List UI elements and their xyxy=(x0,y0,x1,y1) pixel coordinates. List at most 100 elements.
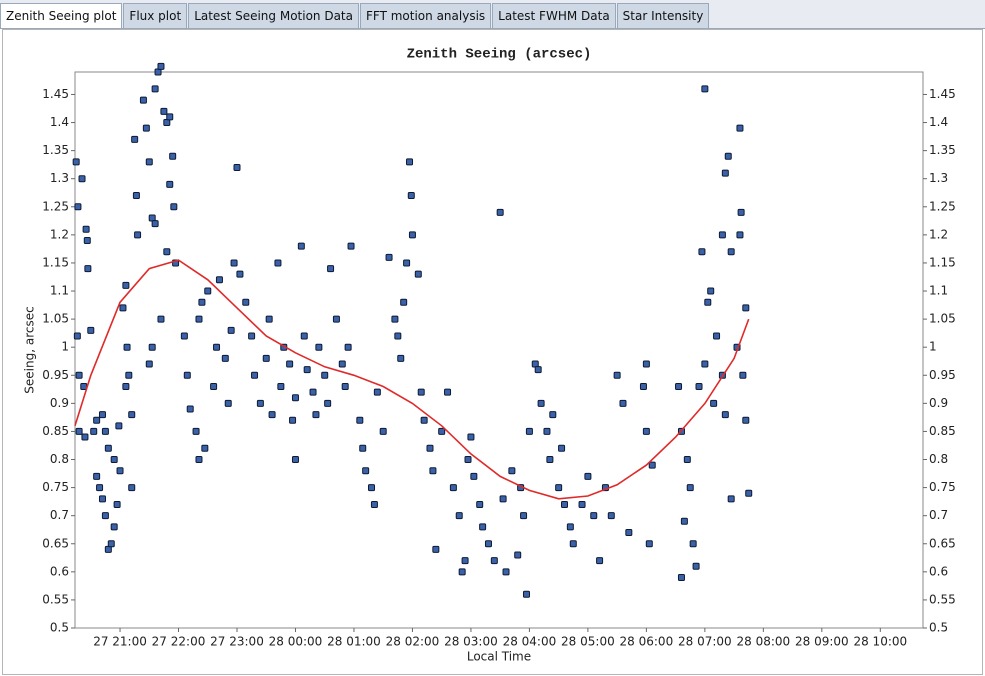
data-point xyxy=(101,427,109,435)
y-tick-label: 0.8 xyxy=(50,452,69,466)
data-point xyxy=(619,399,627,407)
y-tick-label: 0.95 xyxy=(42,368,69,382)
y-tick-label: 1 xyxy=(61,340,69,354)
x-tick-label: 28 01:00 xyxy=(327,635,381,649)
data-point xyxy=(134,231,142,239)
data-point xyxy=(347,242,355,250)
data-point xyxy=(429,467,437,475)
data-point xyxy=(160,107,168,115)
data-point xyxy=(180,332,188,340)
tab[interactable]: Zenith Seeing plot xyxy=(0,3,123,28)
data-point xyxy=(724,152,732,160)
data-point xyxy=(201,444,209,452)
data-point xyxy=(695,383,703,391)
data-point xyxy=(166,113,174,121)
tab[interactable]: Star Intensity xyxy=(616,3,710,28)
data-point xyxy=(154,68,162,76)
data-point xyxy=(476,500,484,508)
data-point xyxy=(303,366,311,374)
data-point xyxy=(569,540,577,548)
data-point xyxy=(116,467,124,475)
data-point xyxy=(578,500,586,508)
x-tick-label: 28 09:00 xyxy=(795,635,849,649)
y-tick-label: 0.6 xyxy=(50,564,69,578)
data-point xyxy=(341,383,349,391)
data-point xyxy=(286,360,294,368)
data-point xyxy=(75,371,83,379)
data-point xyxy=(115,422,123,430)
data-point xyxy=(467,433,475,441)
data-point xyxy=(324,399,332,407)
data-point xyxy=(122,383,130,391)
data-point xyxy=(701,360,709,368)
y-tick-label: 0.85 xyxy=(42,424,69,438)
data-point xyxy=(265,315,273,323)
y2-tick-label: 0.85 xyxy=(929,424,956,438)
data-point xyxy=(502,568,510,576)
data-point xyxy=(368,484,376,492)
data-point xyxy=(707,287,715,295)
data-point xyxy=(484,540,492,548)
data-point xyxy=(718,231,726,239)
data-point xyxy=(721,411,729,419)
y2-tick-label: 0.6 xyxy=(929,564,948,578)
data-point xyxy=(742,304,750,312)
data-point xyxy=(248,332,256,340)
data-point xyxy=(151,220,159,228)
data-point xyxy=(406,158,414,166)
data-point xyxy=(119,304,127,312)
y-tick-label: 1.05 xyxy=(42,312,69,326)
data-point xyxy=(195,456,203,464)
y-tick-label: 0.7 xyxy=(50,508,69,522)
data-point xyxy=(93,472,101,480)
data-point xyxy=(82,225,90,233)
x-tick-label: 28 07:00 xyxy=(678,635,732,649)
tab[interactable]: Latest FWHM Data xyxy=(492,3,616,28)
plot-area xyxy=(74,71,924,629)
y2-tick-label: 0.75 xyxy=(929,480,956,494)
y2-tick-label: 0.65 xyxy=(929,536,956,550)
data-point xyxy=(613,371,621,379)
data-point xyxy=(128,484,136,492)
y-tick-label: 1.25 xyxy=(42,199,69,213)
data-point xyxy=(169,152,177,160)
y2-tick-label: 0.9 xyxy=(929,396,948,410)
data-point xyxy=(73,332,81,340)
data-point xyxy=(546,456,554,464)
data-point xyxy=(83,236,91,244)
data-point xyxy=(692,562,700,570)
data-point xyxy=(449,484,457,492)
data-point xyxy=(370,500,378,508)
data-point xyxy=(315,343,323,351)
data-point xyxy=(438,427,446,435)
data-point xyxy=(458,568,466,576)
data-point xyxy=(537,399,545,407)
data-point xyxy=(104,545,112,553)
data-point xyxy=(139,96,147,104)
tab[interactable]: Flux plot xyxy=(123,3,188,28)
y2-tick-label: 1 xyxy=(929,340,937,354)
data-point xyxy=(332,315,340,323)
data-point xyxy=(192,427,200,435)
tab[interactable]: Latest Seeing Motion Data xyxy=(188,3,359,28)
data-point xyxy=(385,253,393,261)
data-point xyxy=(125,371,133,379)
y2-tick-label: 0.8 xyxy=(929,452,948,466)
data-point xyxy=(362,467,370,475)
data-point xyxy=(508,467,516,475)
data-point xyxy=(289,416,297,424)
data-point xyxy=(151,85,159,93)
data-point xyxy=(499,495,507,503)
fit-line xyxy=(74,259,750,500)
data-point xyxy=(145,158,153,166)
data-point xyxy=(522,590,530,598)
data-point xyxy=(648,461,656,469)
data-point xyxy=(558,444,566,452)
data-point xyxy=(417,388,425,396)
tab[interactable]: FFT motion analysis xyxy=(360,3,492,28)
data-point xyxy=(534,366,542,374)
data-point xyxy=(98,495,106,503)
y2-tick-label: 1.4 xyxy=(929,115,948,129)
data-point xyxy=(291,394,299,402)
data-point xyxy=(727,248,735,256)
